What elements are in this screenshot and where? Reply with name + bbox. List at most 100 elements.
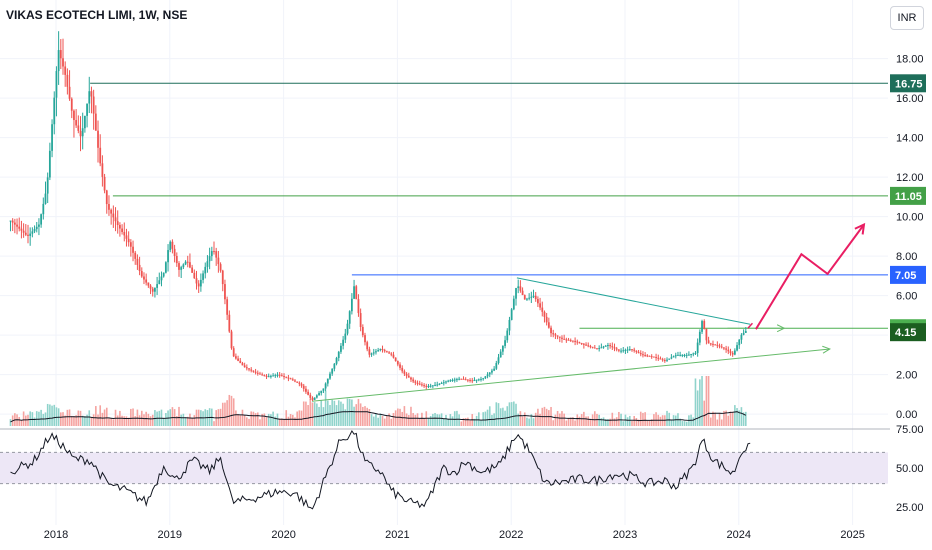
- candle: [340, 342, 342, 354]
- candle: [280, 373, 283, 377]
- volume-bar: [254, 413, 257, 426]
- candle: [259, 371, 261, 375]
- volume-bar: [357, 398, 360, 426]
- candle: [77, 115, 80, 134]
- volume-bar: [438, 414, 441, 426]
- candle: [611, 342, 614, 351]
- candle: [276, 372, 279, 378]
- candle: [663, 358, 666, 363]
- volume-bar: [90, 417, 93, 426]
- volume-bar: [410, 406, 412, 426]
- candle: [576, 339, 579, 345]
- volume-bar: [563, 413, 565, 426]
- volume-bar: [545, 408, 548, 426]
- candle: [350, 293, 353, 315]
- volume-bar: [519, 411, 522, 426]
- candle: [309, 392, 312, 400]
- price-axis[interactable]: 18.0016.0014.0012.0010.008.006.004.002.0…: [896, 54, 924, 422]
- volume-bar: [226, 400, 228, 426]
- candle: [729, 348, 732, 356]
- candle: [86, 103, 88, 128]
- candle: [119, 222, 121, 237]
- volume-bar: [495, 402, 498, 426]
- volume-bar: [191, 417, 193, 426]
- candle: [624, 348, 627, 354]
- volume-bar: [462, 418, 465, 426]
- candle: [552, 329, 555, 338]
- svg-text:4.15: 4.15: [895, 327, 916, 339]
- volume-moving-average: [10, 410, 747, 423]
- candle: [510, 307, 513, 321]
- volume-bar: [405, 413, 408, 426]
- volume-bar: [436, 414, 439, 426]
- volume-bar: [629, 415, 631, 426]
- resistance-trendline[interactable]: [516, 277, 751, 325]
- candle: [655, 353, 657, 361]
- volume-bar: [300, 410, 303, 426]
- volume-bar: [213, 421, 215, 426]
- volume-bar: [528, 418, 530, 426]
- candle: [659, 356, 662, 360]
- candle: [396, 360, 399, 367]
- candle: [81, 112, 84, 150]
- candle: [558, 336, 561, 343]
- candle: [210, 246, 213, 261]
- candle: [226, 296, 229, 320]
- volume-bar: [184, 417, 187, 426]
- horizontal-levels[interactable]: [90, 82, 888, 329]
- volume-bar: [162, 417, 165, 426]
- candle: [361, 324, 364, 338]
- candle: [416, 380, 419, 386]
- candle: [164, 261, 167, 274]
- candle: [591, 346, 594, 349]
- candle: [265, 373, 268, 380]
- candle: [482, 377, 485, 381]
- candle: [434, 382, 436, 387]
- candle: [254, 368, 257, 375]
- volume-bar: [359, 403, 362, 426]
- volume-bar: [307, 405, 309, 426]
- candle: [160, 271, 163, 287]
- candle: [55, 66, 58, 117]
- volume-bar: [736, 408, 738, 426]
- candle: [495, 360, 498, 371]
- candle: [302, 383, 305, 392]
- candle: [121, 224, 123, 235]
- volume-bar: [134, 416, 137, 426]
- candle: [449, 379, 452, 383]
- candle: [561, 335, 563, 343]
- candle: [307, 389, 310, 396]
- volume-bar: [674, 415, 677, 426]
- candle: [151, 286, 154, 297]
- currency-button[interactable]: INR: [890, 6, 924, 30]
- rsi-axis[interactable]: 75.00 50.00 25.00: [896, 424, 924, 514]
- candle: [536, 296, 539, 307]
- candle: [685, 352, 688, 359]
- support-trendline[interactable]: [311, 348, 830, 402]
- candle: [370, 352, 373, 357]
- candle: [158, 272, 161, 285]
- volume-bar: [366, 407, 368, 426]
- volume-bar: [521, 416, 524, 426]
- candle: [460, 378, 463, 380]
- candle: [368, 346, 371, 358]
- candle: [364, 332, 366, 346]
- volume-bar: [228, 394, 231, 426]
- candle: [674, 352, 677, 359]
- candle: [239, 357, 242, 364]
- volume-bar: [230, 395, 233, 426]
- price-tick-label: 14.00: [896, 133, 924, 145]
- candle: [652, 356, 655, 358]
- volume-bar: [29, 411, 31, 426]
- candle: [48, 142, 51, 181]
- volume-bar: [600, 418, 603, 426]
- candle: [377, 347, 380, 352]
- candle: [274, 373, 277, 378]
- candle: [744, 327, 747, 333]
- forecast-arrow[interactable]: [755, 223, 865, 330]
- candle: [412, 377, 415, 384]
- candle: [184, 260, 187, 266]
- time-axis[interactable]: 2018 2019 2020 2021 2022 2023 2024 2025: [44, 529, 865, 541]
- candle: [580, 342, 583, 345]
